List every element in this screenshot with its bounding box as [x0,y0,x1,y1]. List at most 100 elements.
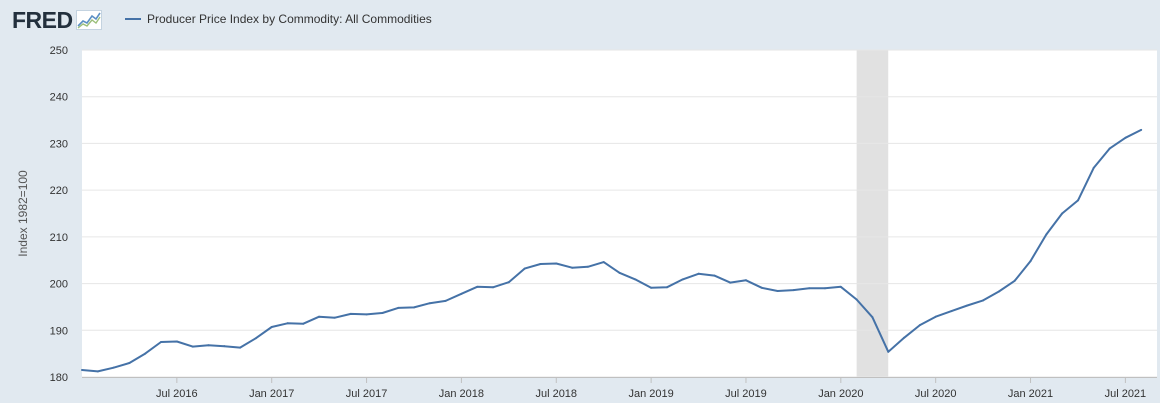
data-point [1061,212,1064,215]
data-point [1045,233,1048,236]
x-tick-label: Jul 2021 [1105,388,1147,400]
x-tick-label: Jan 2019 [628,388,673,400]
data-point [665,286,668,289]
x-tick-label: Jan 2018 [439,388,484,400]
data-point [729,281,732,284]
chart-header: FRED Producer Price Index by Commodity: … [0,0,1160,40]
data-point [824,287,827,290]
data-point [428,302,431,305]
data-point [144,352,147,355]
x-tick-label: Jul 2016 [156,388,198,400]
data-point [207,344,210,347]
data-point [160,340,163,343]
data-point [412,306,415,309]
x-tick-label: Jul 2019 [725,388,767,400]
data-point [571,266,574,269]
data-point [1108,147,1111,150]
data-point [602,261,605,264]
series-line [81,129,1142,373]
data-point [934,315,937,318]
x-tick-label: Jan 2020 [818,388,863,400]
data-point [539,262,542,265]
legend-swatch [125,18,141,20]
data-point [318,315,321,318]
recession-band [856,50,889,377]
data-point [776,290,779,293]
data-point [1029,260,1032,263]
x-tick-label: Jul 2017 [346,388,388,400]
data-point [223,345,226,348]
data-point [808,287,811,290]
data-point [1092,166,1095,169]
data-points [81,128,1143,373]
data-point [492,286,495,289]
data-point [903,336,906,339]
data-point [697,272,700,275]
data-point [444,299,447,302]
y-tick-label: 180 [50,372,68,384]
data-point [239,346,242,349]
data-point [286,322,289,325]
data-point [270,326,273,329]
x-tick-label: Jul 2018 [535,388,577,400]
data-point [460,292,463,295]
data-point [96,370,99,373]
legend-label: Producer Price Index by Commodity: All C… [147,12,432,26]
y-tick-label: 230 [50,138,68,150]
y-tick-label: 200 [50,279,68,291]
data-point [713,274,716,277]
data-point [555,262,558,265]
data-point [855,298,858,301]
y-tick-label: 240 [50,92,68,104]
data-point [128,361,131,364]
x-tick-label: Jul 2020 [915,388,957,400]
data-point [586,265,589,268]
data-point [112,366,115,369]
y-tick-label: 220 [50,185,68,197]
data-point [982,299,985,302]
data-point [254,337,257,340]
data-point [523,267,526,270]
y-tick-label: 190 [50,325,68,337]
y-axis-label: Index 1982=100 [16,170,30,257]
data-point [1124,136,1127,139]
plot-area [82,50,1157,377]
data-point [792,289,795,292]
data-point [997,290,1000,293]
y-tick-label: 210 [50,232,68,244]
data-point [507,281,510,284]
data-point [333,316,336,319]
data-point [1076,199,1079,202]
x-tick-label: Jan 2017 [249,388,294,400]
data-point [681,278,684,281]
data-point [365,313,368,316]
data-point [839,285,842,288]
data-point [966,304,969,307]
data-point [191,345,194,348]
legend: Producer Price Index by Commodity: All C… [125,10,432,28]
data-point [175,340,178,343]
data-point [476,285,479,288]
data-point [760,286,763,289]
data-point [397,306,400,309]
recession-band-layer [856,50,889,377]
x-tick-label: Jan 2021 [1008,388,1053,400]
data-point [1013,279,1016,282]
data-point [1140,128,1143,131]
data-point [871,316,874,319]
data-point [744,279,747,282]
y-axis-ticks: 180 190 200 210 220 230 240 250 [50,45,68,384]
data-point [349,312,352,315]
logo-text: FRED [12,6,73,33]
data-point [887,350,890,353]
data-point [918,324,921,327]
data-point [634,278,637,281]
data-point [381,312,384,315]
data-point [950,310,953,313]
data-point [81,368,83,371]
data-point [618,271,621,274]
y-tick-label: 250 [50,45,68,57]
fred-logo[interactable]: FRED [12,7,102,33]
trend-chart-icon [75,10,102,30]
